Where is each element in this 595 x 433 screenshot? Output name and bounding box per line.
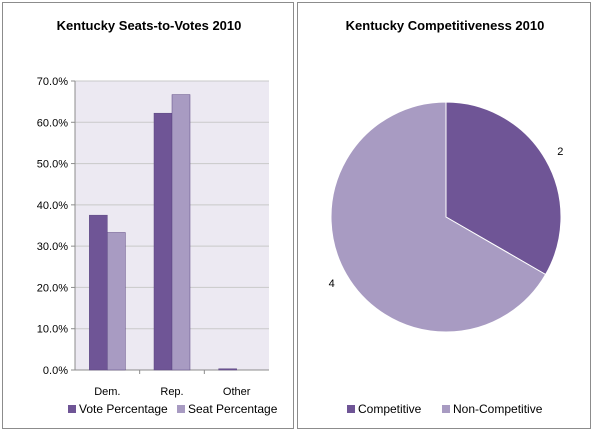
chart-title: Kentucky Competitiveness 2010: [346, 18, 545, 33]
x-tick-label: Other: [223, 386, 251, 398]
y-tick-label: 20.0%: [37, 282, 68, 294]
legend-label: Vote Percentage: [79, 402, 168, 416]
bar-seat-percentage-rep: [171, 94, 191, 371]
pie-slice-non-competitive: [330, 101, 547, 333]
pie-data-label: 2: [557, 146, 563, 158]
y-tick-label: 60.0%: [37, 117, 68, 129]
bar-chart-panel: Kentucky Seats-to-Votes 2010 0.0% 10.0% 20.…: [2, 2, 294, 429]
bar-vote-percentage-rep: [153, 112, 173, 371]
y-tick-label: 0.0%: [43, 365, 68, 377]
legend-swatch: [177, 405, 185, 413]
chart-title: Kentucky Seats-to-Votes 2010: [57, 18, 242, 33]
bar-seat-percentage-dem: [107, 232, 126, 371]
pie-data-label: 4: [329, 278, 335, 290]
bar-vote-percentage-other: [218, 368, 237, 371]
pie-chart-panel: Kentucky Competitiveness 2010 2 4 Competiti…: [297, 2, 591, 429]
pie-slice-competitive: [445, 101, 562, 276]
x-tick-label: Rep.: [160, 386, 183, 398]
y-tick-label: 70.0%: [37, 76, 68, 88]
legend-label: Non-Competitive: [453, 402, 543, 416]
bar-chart: Kentucky Seats-to-Votes 2010 0.0% 10.0% 20.…: [37, 18, 278, 416]
legend-swatch: [442, 405, 450, 413]
legend-swatch: [68, 405, 76, 413]
legend-label: Seat Percentage: [188, 402, 278, 416]
legend-swatch: [347, 405, 355, 413]
y-tick-label: 30.0%: [37, 241, 68, 253]
pie-chart: Kentucky Competitiveness 2010 2 4 Competiti…: [329, 18, 564, 416]
x-tick-label: Dem.: [94, 386, 120, 398]
bar-vote-percentage-dem: [89, 214, 108, 371]
legend-label: Competitive: [358, 402, 422, 416]
y-tick-label: 10.0%: [37, 324, 68, 336]
y-tick-label: 40.0%: [37, 200, 68, 212]
y-tick-label: 50.0%: [37, 159, 68, 171]
